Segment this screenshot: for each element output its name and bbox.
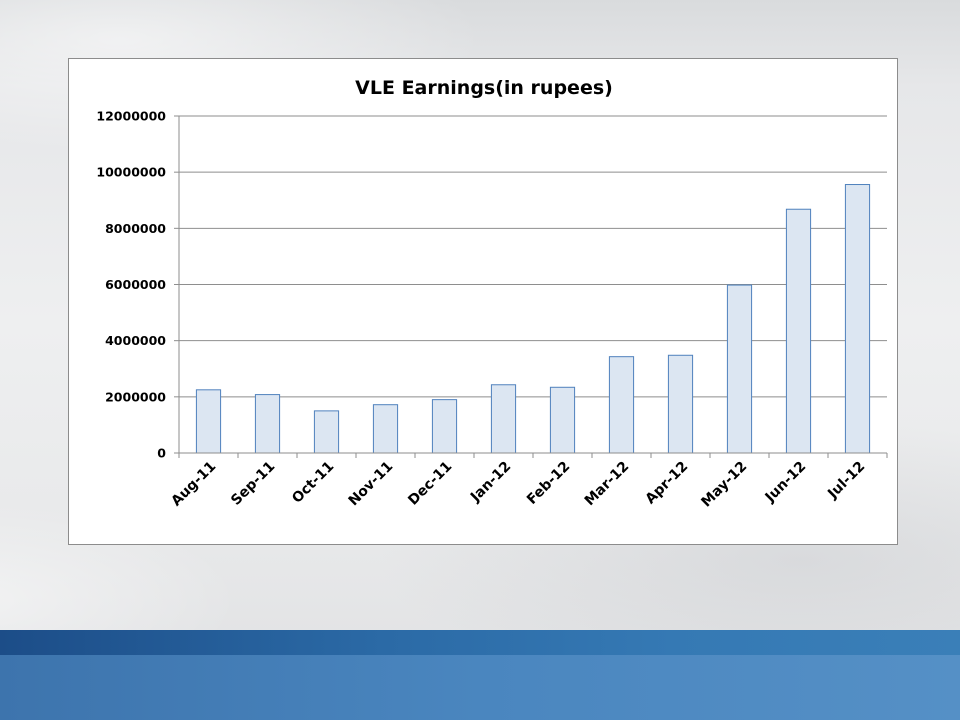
gridlines (174, 115, 887, 454)
bar (431, 399, 458, 454)
bar (726, 284, 753, 454)
bar (195, 389, 222, 454)
y-tick-labels: 0 2000000 4000000 6000000 8000000 10000000 120… (96, 109, 166, 461)
bars (195, 184, 871, 454)
y-tick-label: 10000000 (96, 165, 166, 180)
y-tick-label: 12000000 (96, 109, 166, 124)
y-tick-label: 4000000 (105, 333, 166, 348)
x-tick-label: Sep-11 (228, 459, 278, 509)
x-tick-label: Feb-12 (524, 459, 573, 508)
x-tick-label: Oct-11 (289, 459, 337, 507)
bar (372, 404, 399, 454)
y-tick-label: 2000000 (105, 389, 166, 404)
axes (178, 116, 888, 458)
x-tick-label: May-12 (698, 459, 750, 511)
footer-band-lower (0, 655, 960, 720)
bar (490, 384, 517, 454)
x-tick-label: Jan-12 (467, 459, 514, 506)
chart-title: VLE Earnings(in rupees) (355, 77, 613, 99)
x-tick-label: Mar-12 (582, 459, 633, 510)
bar (785, 208, 812, 454)
x-tick-label: Dec-11 (405, 459, 455, 509)
bar (549, 386, 576, 454)
x-tick-label: Apr-12 (642, 459, 691, 508)
bar (667, 354, 694, 454)
bar (608, 356, 635, 454)
bar (254, 394, 281, 454)
x-tick-label: Nov-11 (346, 459, 397, 510)
x-tick-label: Jul-12 (824, 459, 868, 503)
bar-chart: VLE Earnings(in rupees) 0 2000000 4000000 6… (96, 77, 888, 511)
x-tick-labels: Aug-11 Sep-11 Oct-11 Nov-11 Dec-11 Jan-12 Feb-… (168, 459, 868, 511)
y-tick-label: 0 (157, 446, 166, 461)
x-tick-label: Aug-11 (168, 459, 219, 510)
bar (313, 410, 340, 454)
y-tick-label: 8000000 (105, 221, 166, 236)
bar (844, 184, 871, 454)
chart-container: VLE Earnings(in rupees) 0 2000000 4000000 6… (68, 58, 898, 545)
x-tick-label: Jun-12 (762, 459, 810, 507)
y-tick-label: 6000000 (105, 277, 166, 292)
